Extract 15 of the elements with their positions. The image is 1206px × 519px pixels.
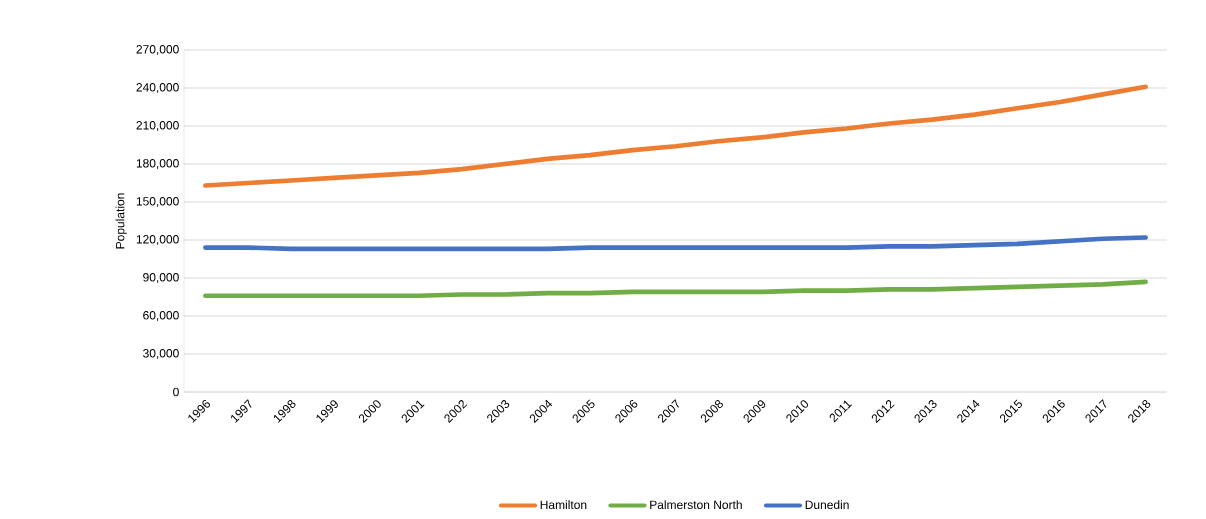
legend-label: Hamilton (540, 500, 587, 510)
y-tick-label: 60,000 (143, 311, 179, 321)
legend-label: Palmerston North (650, 500, 742, 510)
y-axis-title: Population (115, 193, 127, 249)
legend-label: Dunedin (805, 500, 849, 510)
line-series (203, 84, 1148, 188)
y-tick-label: 240,000 (136, 83, 179, 93)
y-tick-label: 0 (173, 387, 179, 397)
y-tick-label: 120,000 (136, 235, 179, 245)
y-tick-label: 150,000 (136, 197, 179, 207)
y-tick-label: 180,000 (136, 159, 179, 169)
y-tick-label: 90,000 (143, 273, 179, 283)
y-tick-label: 30,000 (143, 349, 179, 359)
y-tick-label: 270,000 (136, 45, 179, 55)
y-tick-label: 210,000 (136, 121, 179, 131)
